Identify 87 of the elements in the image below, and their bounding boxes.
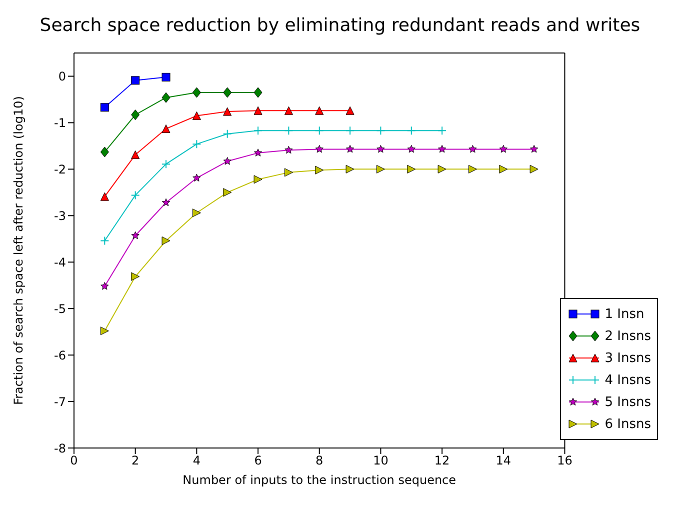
point <box>468 164 477 174</box>
point <box>438 144 446 153</box>
point <box>438 126 447 136</box>
point <box>315 106 324 115</box>
x-tick-label: 12 <box>434 454 450 468</box>
legend-label: 4 Insns <box>604 372 651 388</box>
point <box>162 236 170 245</box>
point <box>438 164 446 174</box>
point <box>162 92 170 103</box>
point <box>130 190 140 200</box>
x-tick-label: 4 <box>192 454 201 468</box>
legend-label: 6 Insns <box>604 416 651 432</box>
x-tick-label: 8 <box>316 454 324 468</box>
point <box>131 110 140 120</box>
point <box>254 126 263 136</box>
point <box>162 198 170 206</box>
point <box>223 87 232 98</box>
y-tick-label: -3 <box>54 208 66 223</box>
point <box>284 146 293 154</box>
y-axis-title: Fraction of search space left after reduction (log10) <box>11 96 26 405</box>
point <box>346 106 354 115</box>
point <box>530 164 538 174</box>
point <box>376 144 385 153</box>
x-tick-label: 14 <box>496 454 512 468</box>
point <box>192 111 201 120</box>
point <box>162 72 170 82</box>
y-tick-label: -4 <box>54 255 66 270</box>
point <box>131 76 140 85</box>
y-tick-label: -7 <box>54 394 66 409</box>
point <box>162 160 171 169</box>
y-tick-label: -2 <box>54 162 66 176</box>
point <box>468 144 477 153</box>
point <box>284 126 294 136</box>
point <box>162 124 170 133</box>
point <box>100 103 109 112</box>
point <box>406 126 416 136</box>
x-tick-label: 6 <box>254 454 262 468</box>
x-tick-label: 10 <box>373 454 388 468</box>
point <box>192 87 201 98</box>
y-tick-label: 0 <box>58 69 66 84</box>
point <box>254 106 262 115</box>
point <box>284 168 293 177</box>
point <box>192 208 201 218</box>
point <box>346 164 354 174</box>
point <box>376 164 385 174</box>
point <box>192 140 202 149</box>
point <box>192 174 201 182</box>
point <box>223 188 232 197</box>
point <box>254 175 262 184</box>
point <box>346 144 354 153</box>
point <box>223 157 232 165</box>
x-tick-label: 0 <box>70 454 78 468</box>
legend-label: 5 Insns <box>604 394 651 410</box>
x-axis-title: Number of inputs to the instruction sequence <box>182 473 456 487</box>
point <box>254 87 262 98</box>
chart-title: Search space reduction by eliminating redundant reads and writes <box>38 14 642 38</box>
point <box>100 192 109 201</box>
point <box>314 126 324 136</box>
legend-label: 1 Insn <box>604 306 644 322</box>
y-tick-label: -5 <box>54 302 66 316</box>
legend-label: 2 Insns <box>604 328 651 344</box>
point <box>499 144 508 153</box>
point <box>407 164 416 174</box>
point <box>376 126 386 136</box>
point <box>131 231 140 240</box>
legend-label: 3 Insns <box>604 350 651 366</box>
point <box>407 144 416 153</box>
point <box>131 150 140 160</box>
y-tick-label: -8 <box>54 441 66 456</box>
point <box>315 144 324 153</box>
point <box>131 272 140 281</box>
point <box>100 236 110 246</box>
point <box>254 148 262 156</box>
point <box>499 164 508 174</box>
point <box>223 107 232 116</box>
y-tick-label: -1 <box>54 116 66 130</box>
point <box>315 166 324 174</box>
y-tick-label: -6 <box>54 348 66 362</box>
point <box>530 144 538 153</box>
point <box>346 126 355 136</box>
point <box>100 282 109 290</box>
point <box>100 146 109 158</box>
x-tick-label: 2 <box>132 454 140 468</box>
point <box>100 326 109 336</box>
x-tick-label: 16 <box>557 454 572 468</box>
point <box>284 106 293 115</box>
point <box>222 129 232 138</box>
